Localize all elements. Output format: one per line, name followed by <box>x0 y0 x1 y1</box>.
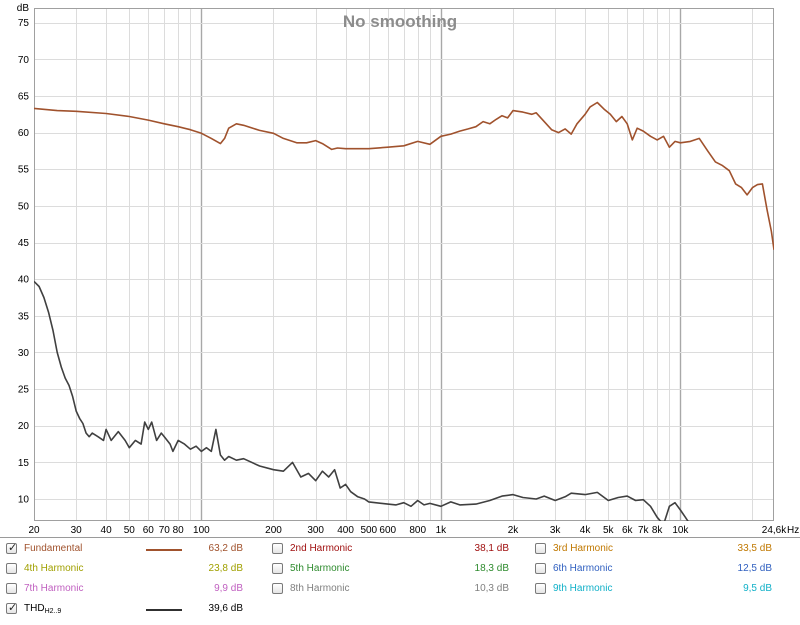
x-tick-label: 300 <box>307 525 324 536</box>
legend-label-fundamental: Fundamental <box>24 543 83 554</box>
plot-border <box>34 8 774 521</box>
x-tick-label: 600 <box>379 525 396 536</box>
legend-checkbox-fundamental[interactable]: ✓ <box>6 542 18 554</box>
x-tick-label: 50 <box>124 525 136 536</box>
legend-checkbox-7th-harmonic[interactable]: ✓ <box>6 583 17 594</box>
x-tick-label: 100 <box>193 525 210 536</box>
legend-label-5th-harmonic: 5th Harmonic <box>290 563 350 574</box>
legend-item-8th-harmonic: ✓ 8th Harmonic 10,3 dB <box>272 581 512 599</box>
x-tick-label: 10k <box>672 525 689 536</box>
legend-label-subscript: H2..9 <box>44 608 62 615</box>
legend-value-2nd-harmonic: 38,1 dB <box>474 543 509 554</box>
y-tick-label: 70 <box>18 55 30 66</box>
x-tick-label: 80 <box>173 525 185 536</box>
y-tick-label: 25 <box>18 385 30 396</box>
legend-checkbox-6th-harmonic[interactable]: ✓ <box>535 563 546 574</box>
x-tick-label: 200 <box>265 525 282 536</box>
legend-label-2nd-harmonic: 2nd Harmonic <box>290 543 353 554</box>
x-tick-label: 30 <box>71 525 83 536</box>
x-tick-label: 70 <box>159 525 171 536</box>
y-unit-label: dB <box>17 3 30 14</box>
x-tick-label: 800 <box>409 525 426 536</box>
y-tick-label: 20 <box>18 421 30 432</box>
series-line-fundamental <box>34 101 774 250</box>
legend-value-5th-harmonic: 18,3 dB <box>474 563 509 574</box>
legend-checkbox-2nd-harmonic[interactable]: ✓ <box>272 543 283 554</box>
legend-value-6th-harmonic: 12,5 dB <box>737 563 772 574</box>
x-unit-label: Hz <box>787 525 799 536</box>
legend-value-fundamental: 63,2 dB <box>208 543 243 554</box>
legend-item-2nd-harmonic: ✓ 2nd Harmonic 38,1 dB <box>272 541 512 559</box>
legend-label-3rd-harmonic: 3rd Harmonic <box>553 543 614 554</box>
legend-value-9th-harmonic: 9,5 dB <box>743 583 772 594</box>
legend-value-thd: 39,6 dB <box>208 603 243 614</box>
legend-item-4th-harmonic: ✓ 4th Harmonic 23,8 dB <box>6 561 246 579</box>
y-tick-label: 15 <box>18 458 30 469</box>
legend-item-9th-harmonic: ✓ 9th Harmonic 9,5 dB <box>535 581 775 599</box>
chart-title: No smoothing <box>343 12 457 31</box>
y-tick-label: 30 <box>18 348 30 359</box>
legend-checkbox-thd[interactable]: ✓ <box>6 602 18 614</box>
legend-value-4th-harmonic: 23,8 dB <box>208 563 243 574</box>
x-tick-label: 40 <box>101 525 113 536</box>
x-tick-label: 8k <box>652 525 664 536</box>
check-icon: ✓ <box>8 602 18 614</box>
x-tick-label: 500 <box>360 525 377 536</box>
legend-value-8th-harmonic: 10,3 dB <box>474 583 509 594</box>
x-tick-label: 5k <box>603 525 615 536</box>
legend-value-7th-harmonic: 9,9 dB <box>214 583 243 594</box>
legend-swatch-thd <box>146 609 182 611</box>
legend-value-3rd-harmonic: 33,5 dB <box>737 543 772 554</box>
y-tick-label: 45 <box>18 238 30 249</box>
legend-label-9th-harmonic: 9th Harmonic <box>553 583 613 594</box>
x-tick-label: 1k <box>436 525 448 536</box>
x-tick-label: 60 <box>143 525 155 536</box>
y-tick-label: 65 <box>18 91 30 102</box>
x-tick-label: 3k <box>550 525 562 536</box>
legend-label-4th-harmonic: 4th Harmonic <box>24 563 84 574</box>
x-tick-label: 2k <box>508 525 520 536</box>
x-tick-label: 7k <box>638 525 650 536</box>
legend-label-thd: THDH2..9 <box>24 603 62 615</box>
series-line-thd <box>34 280 689 521</box>
check-icon: ✓ <box>8 542 18 554</box>
legend-item-fundamental: ✓ Fundamental 63,2 dB <box>6 541 246 559</box>
x-tick-label: 400 <box>337 525 354 536</box>
legend-checkbox-4th-harmonic[interactable]: ✓ <box>6 563 17 574</box>
legend-item-3rd-harmonic: ✓ 3rd Harmonic 33,5 dB <box>535 541 775 559</box>
x-tick-label: 6k <box>622 525 634 536</box>
legend-item-6th-harmonic: ✓ 6th Harmonic 12,5 dB <box>535 561 775 579</box>
legend-label-8th-harmonic: 8th Harmonic <box>290 583 350 594</box>
legend-item-7th-harmonic: ✓ 7th Harmonic 9,9 dB <box>6 581 246 599</box>
x-tick-label: 4k <box>580 525 592 536</box>
y-tick-label: 55 <box>18 165 30 176</box>
legend-swatch-fundamental <box>146 549 182 551</box>
y-tick-label: 50 <box>18 201 30 212</box>
legend-checkbox-8th-harmonic[interactable]: ✓ <box>272 583 283 594</box>
legend-label-7th-harmonic: 7th Harmonic <box>24 583 84 594</box>
legend-item-5th-harmonic: ✓ 5th Harmonic 18,3 dB <box>272 561 512 579</box>
y-tick-label: 10 <box>18 495 30 506</box>
x-tick-label: 20 <box>28 525 40 536</box>
frequency-response-chart: 10 15 20 25 30 35 40 45 50 55 60 65 70 75 dB 20 30 40 50 60… <box>17 3 799 536</box>
legend-item-thd: ✓ THDH2..9 39,6 dB <box>6 601 246 619</box>
x-tick-label: 24,6k <box>762 525 787 536</box>
y-tick-label: 75 <box>18 18 30 29</box>
legend-label-6th-harmonic: 6th Harmonic <box>553 563 613 574</box>
legend-checkbox-9th-harmonic[interactable]: ✓ <box>535 583 546 594</box>
legend-checkbox-5th-harmonic[interactable]: ✓ <box>272 563 283 574</box>
y-tick-label: 60 <box>18 128 30 139</box>
y-tick-label: 40 <box>18 275 30 286</box>
y-tick-label: 35 <box>18 311 30 322</box>
legend-checkbox-3rd-harmonic[interactable]: ✓ <box>535 543 546 554</box>
